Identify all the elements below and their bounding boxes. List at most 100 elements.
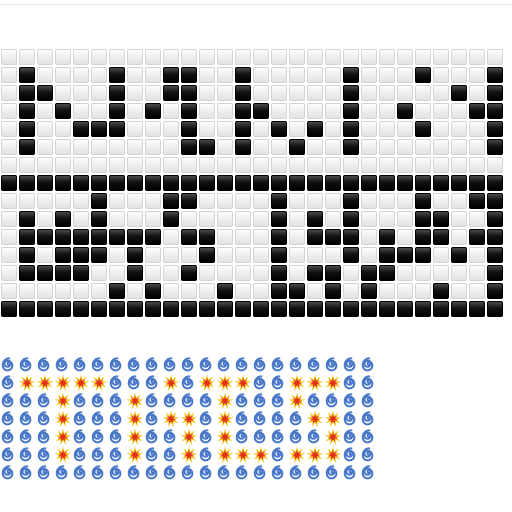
white-tile <box>181 157 197 173</box>
white-tile <box>145 247 161 263</box>
black-tile <box>415 121 431 137</box>
black-tile <box>109 175 125 191</box>
white-tile <box>433 139 449 155</box>
black-tile <box>19 121 35 137</box>
white-tile <box>1 85 17 101</box>
white-tile <box>451 103 467 119</box>
black-tile <box>145 283 161 299</box>
white-tile <box>289 247 305 263</box>
black-tile <box>181 139 197 155</box>
cyclone-icon <box>270 428 288 446</box>
white-tile <box>451 211 467 227</box>
cyclone-icon <box>162 446 180 464</box>
cyclone-icon <box>252 410 270 428</box>
cyclone-icon <box>216 464 234 482</box>
white-tile <box>37 67 53 83</box>
white-tile <box>325 67 341 83</box>
cyclone-icon <box>18 428 36 446</box>
white-tile <box>217 193 233 209</box>
white-tile <box>91 103 107 119</box>
white-tile <box>181 247 197 263</box>
white-tile <box>433 85 449 101</box>
black-tile <box>127 175 143 191</box>
white-tile <box>289 85 305 101</box>
white-tile <box>235 211 251 227</box>
collision-icon <box>54 410 72 428</box>
black-tile <box>235 85 251 101</box>
cyclone-icon <box>108 356 126 374</box>
cyclone-icon <box>306 464 324 482</box>
black-tile <box>55 211 71 227</box>
white-tile <box>109 247 125 263</box>
white-tile <box>289 193 305 209</box>
black-tile <box>271 283 287 299</box>
cyclone-icon <box>234 464 252 482</box>
cyclone-icon <box>18 446 36 464</box>
white-tile <box>1 229 17 245</box>
black-tile <box>415 247 431 263</box>
collision-icon <box>288 374 306 392</box>
black-tile <box>109 229 125 245</box>
white-tile <box>73 193 89 209</box>
black-tile <box>37 85 53 101</box>
white-tile <box>181 211 197 227</box>
white-tile <box>451 121 467 137</box>
cyclone-icon <box>18 356 36 374</box>
white-tile <box>163 229 179 245</box>
black-tile <box>487 283 503 299</box>
white-tile <box>289 103 305 119</box>
white-tile <box>145 49 161 65</box>
white-tile <box>433 49 449 65</box>
black-tile <box>325 229 341 245</box>
white-tile <box>253 247 269 263</box>
white-tile <box>1 157 17 173</box>
black-tile <box>487 193 503 209</box>
emoji-grid <box>0 356 380 512</box>
black-tile <box>55 301 71 317</box>
white-tile <box>253 67 269 83</box>
black-tile <box>271 121 287 137</box>
white-tile <box>217 265 233 281</box>
white-tile <box>397 193 413 209</box>
black-tile <box>271 247 287 263</box>
white-tile <box>37 193 53 209</box>
black-tile <box>19 265 35 281</box>
white-tile <box>19 193 35 209</box>
black-tile <box>451 175 467 191</box>
black-tile <box>253 175 269 191</box>
cyclone-icon <box>36 410 54 428</box>
top-divider <box>0 4 512 5</box>
collision-icon <box>306 410 324 428</box>
white-tile <box>253 229 269 245</box>
black-tile <box>91 121 107 137</box>
cyclone-icon <box>126 356 144 374</box>
black-tile <box>343 67 359 83</box>
white-tile <box>73 85 89 101</box>
white-tile <box>361 211 377 227</box>
white-tile <box>469 265 485 281</box>
white-tile <box>73 211 89 227</box>
white-tile <box>1 247 17 263</box>
cyclone-icon <box>252 428 270 446</box>
black-tile <box>343 211 359 227</box>
white-tile <box>19 157 35 173</box>
black-tile <box>217 175 233 191</box>
white-tile <box>253 283 269 299</box>
white-tile <box>91 265 107 281</box>
white-tile <box>451 229 467 245</box>
white-tile <box>127 121 143 137</box>
white-tile <box>127 283 143 299</box>
black-tile <box>109 301 125 317</box>
white-tile <box>451 139 467 155</box>
collision-icon <box>54 374 72 392</box>
cyclone-icon <box>270 410 288 428</box>
black-tile <box>433 283 449 299</box>
collision-icon <box>234 446 252 464</box>
black-tile <box>415 301 431 317</box>
cyclone-icon <box>90 392 108 410</box>
white-tile <box>217 121 233 137</box>
cyclone-icon <box>36 428 54 446</box>
cyclone-icon <box>324 464 342 482</box>
white-tile <box>163 49 179 65</box>
white-tile <box>55 85 71 101</box>
